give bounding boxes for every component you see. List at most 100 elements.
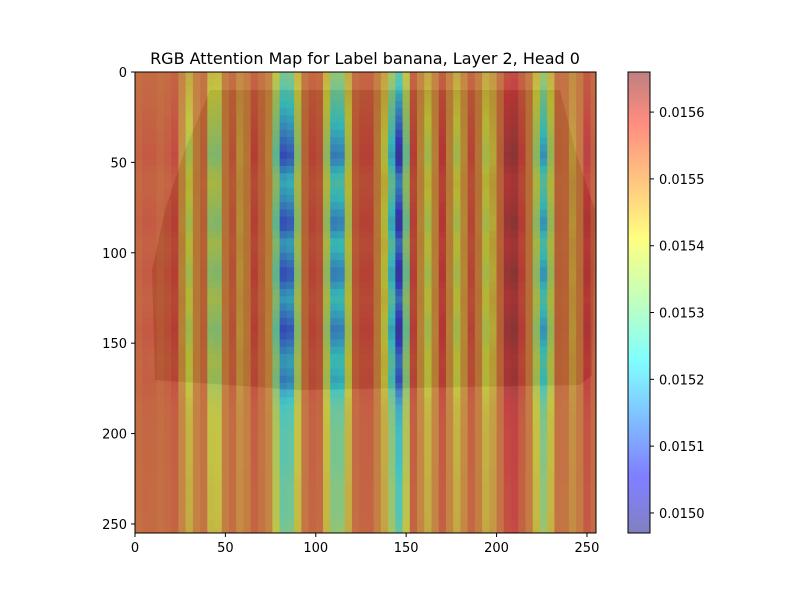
heatmap-cell [229, 194, 237, 203]
heatmap-cell [402, 303, 411, 311]
heatmap-cell [445, 310, 454, 319]
heatmap-cell [525, 86, 534, 95]
heatmap-cell [424, 325, 432, 333]
heatmap-cell [554, 209, 563, 217]
heatmap-cell [265, 209, 273, 217]
heatmap-cell [221, 252, 230, 261]
heatmap-cell [229, 361, 237, 369]
heatmap-cell [380, 397, 389, 406]
heatmap-cell [229, 267, 237, 275]
heatmap-cell [156, 238, 165, 246]
heatmap-cell [178, 260, 186, 268]
heatmap-cell [561, 346, 570, 355]
heatmap-cell [294, 419, 302, 427]
heatmap-cell [467, 404, 476, 413]
heatmap-cell [207, 491, 215, 500]
heatmap-cell [323, 455, 331, 463]
heatmap-cell [171, 513, 179, 521]
heatmap-cell [373, 520, 382, 528]
heatmap-cell [250, 187, 259, 196]
heatmap-cell [460, 79, 469, 87]
heatmap-cell [380, 411, 389, 420]
heatmap-cell [185, 122, 194, 131]
heatmap-cell [192, 462, 201, 471]
heatmap-cell [308, 317, 317, 326]
heatmap-cell [236, 375, 244, 384]
heatmap-cell [135, 455, 143, 463]
heatmap-cell [279, 354, 288, 362]
heatmap-cell [207, 267, 215, 275]
heatmap-cell [142, 368, 150, 377]
heatmap-cell [351, 448, 360, 456]
heatmap-cell [554, 476, 563, 485]
heatmap-cell [178, 252, 186, 261]
heatmap-cell [279, 79, 288, 87]
heatmap-cell [330, 382, 338, 391]
heatmap-cell [518, 462, 526, 471]
heatmap-cell [489, 267, 497, 275]
heatmap-cell [214, 202, 223, 210]
heatmap-cell [583, 274, 591, 283]
heatmap-cell [395, 469, 403, 478]
heatmap-cell [229, 238, 237, 246]
heatmap-cell [489, 354, 497, 362]
heatmap-cell [532, 93, 541, 102]
heatmap-cell [482, 79, 490, 87]
heatmap-cell [417, 426, 425, 434]
heatmap-cell [294, 158, 302, 167]
heatmap-cell [460, 325, 469, 333]
heatmap-cell [482, 274, 490, 283]
heatmap-cell [568, 498, 577, 507]
heatmap-cell [532, 173, 541, 181]
heatmap-cell [402, 397, 411, 406]
heatmap-cell [568, 166, 577, 174]
heatmap-cell [149, 238, 158, 246]
heatmap-cell [330, 375, 338, 384]
heatmap-cell [380, 122, 389, 131]
heatmap-cell [460, 404, 469, 413]
heatmap-cell [568, 419, 577, 427]
heatmap-cell [395, 288, 403, 297]
heatmap-cell [323, 108, 331, 116]
heatmap-cell [417, 332, 425, 340]
heatmap-cell [330, 404, 338, 413]
heatmap-cell [294, 375, 302, 384]
heatmap-cell [576, 361, 584, 369]
heatmap-cell [568, 180, 577, 189]
heatmap-cell [453, 491, 461, 500]
heatmap-cell [272, 288, 280, 297]
heatmap-cell [163, 137, 172, 145]
heatmap-cell [286, 419, 295, 427]
heatmap-cell [424, 129, 432, 138]
heatmap-cell [214, 209, 223, 217]
heatmap-cell [135, 375, 143, 384]
heatmap-cell [286, 404, 295, 413]
heatmap-cell [301, 72, 309, 80]
heatmap-cell [489, 202, 497, 210]
heatmap-cell [142, 332, 150, 340]
heatmap-cell [388, 252, 396, 261]
heatmap-cell [453, 129, 461, 138]
heatmap-cell [460, 72, 469, 80]
heatmap-cell [576, 72, 584, 80]
heatmap-cell [467, 390, 476, 398]
heatmap-cell [568, 245, 577, 254]
heatmap-cell [561, 491, 570, 500]
heatmap-cell [503, 108, 512, 116]
heatmap-cell [402, 368, 411, 377]
heatmap-cell [417, 375, 425, 384]
heatmap-cell [431, 411, 440, 420]
heatmap-cell [163, 281, 172, 290]
heatmap-cell [482, 151, 490, 160]
heatmap-cell [221, 382, 230, 391]
heatmap-cell [359, 72, 367, 80]
heatmap-cell [482, 317, 490, 326]
heatmap-cell [525, 288, 534, 297]
heatmap-cell [330, 368, 338, 377]
heatmap-cell [135, 303, 143, 311]
heatmap-cell [395, 72, 403, 80]
heatmap-cell [583, 223, 591, 232]
heatmap-cell [279, 202, 288, 210]
heatmap-cell [149, 144, 158, 152]
